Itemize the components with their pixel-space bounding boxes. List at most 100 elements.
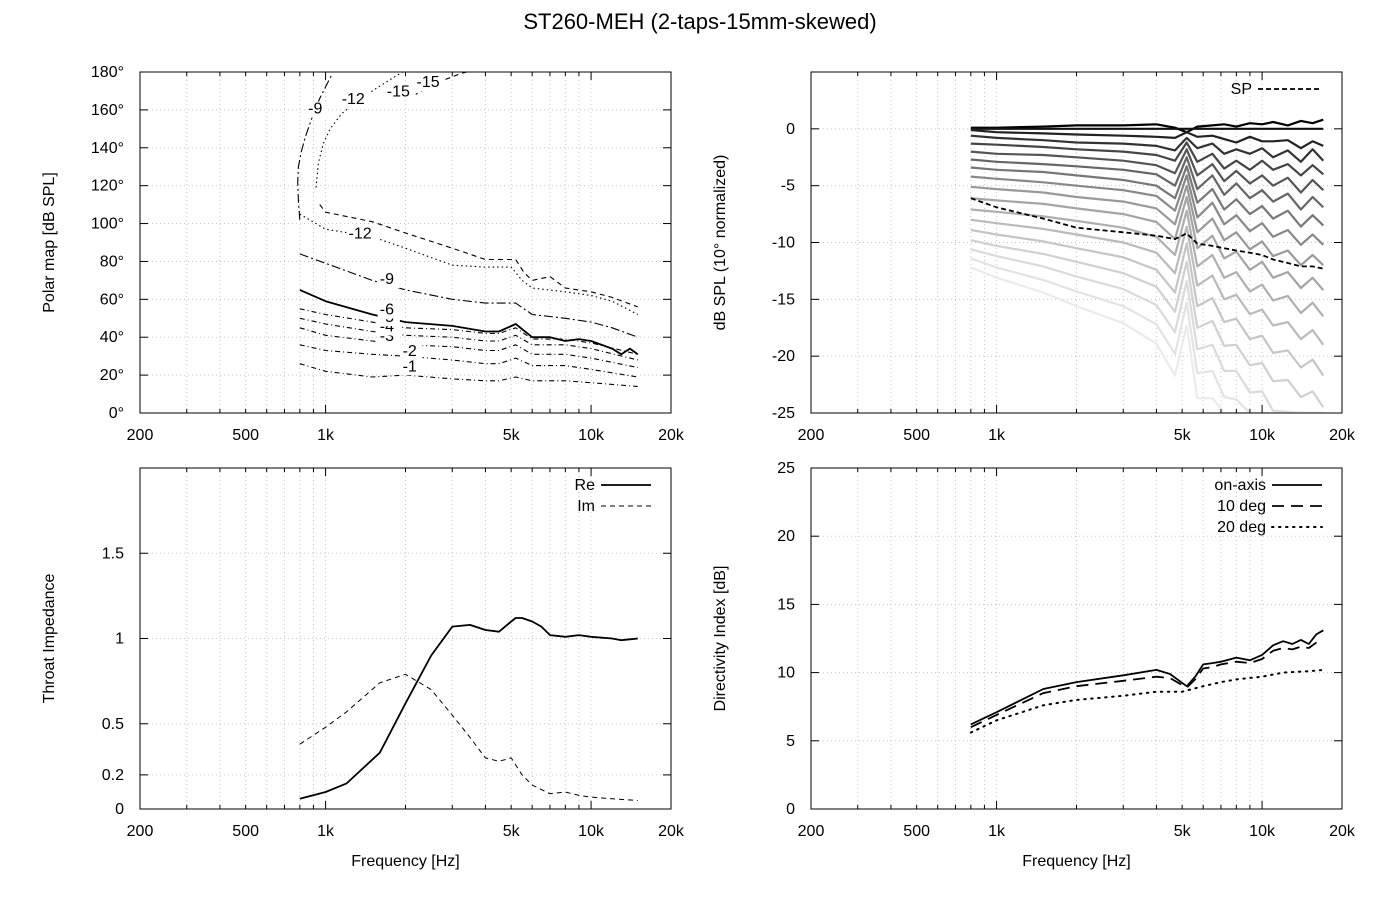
directivity-index-series-line bbox=[970, 641, 1324, 729]
contour-label-bg bbox=[377, 302, 400, 319]
contour-label: -15 bbox=[416, 74, 439, 91]
polar-map-xtick-label: 500 bbox=[232, 427, 259, 444]
polar-map-xtick-label: 10k bbox=[578, 427, 605, 444]
directivity-index-xtick-label: 200 bbox=[798, 823, 825, 840]
directivity-index-ytick-label: 5 bbox=[786, 733, 795, 750]
directivity-index-xlabel: Frequency [Hz] bbox=[1022, 853, 1130, 870]
normalized-spl-xtick-label: 1k bbox=[988, 427, 1006, 444]
polar-map-xtick-label: 20k bbox=[658, 427, 685, 444]
normalized-spl-ytick-label: -15 bbox=[772, 291, 795, 308]
spl-series-line bbox=[970, 218, 1325, 346]
polar-map-ytick-label: 80° bbox=[100, 253, 124, 270]
spl-series-line bbox=[970, 165, 1325, 228]
polar-map-ytick-label: 40° bbox=[100, 329, 124, 346]
directivity-index-ytick-label: 15 bbox=[777, 596, 795, 613]
directivity-index-ytick-label: 25 bbox=[777, 460, 795, 477]
polar-map-ytick-label: 100° bbox=[91, 216, 124, 233]
contour-label: -9 bbox=[380, 271, 394, 288]
spl-series-line bbox=[970, 195, 1325, 291]
directivity-index-ytick-label: 10 bbox=[777, 665, 795, 682]
contour-label: -6 bbox=[380, 301, 394, 318]
contour-line bbox=[299, 344, 638, 378]
spl-series-line bbox=[970, 208, 1325, 318]
throat-impedance-xtick-label: 10k bbox=[578, 823, 605, 840]
spl-series-line bbox=[970, 156, 1325, 211]
throat-impedance-xtick-label: 200 bbox=[127, 823, 154, 840]
contour-label-bg bbox=[339, 92, 371, 109]
throat-impedance-series-group bbox=[299, 617, 638, 801]
throat-impedance-legend-label: Im bbox=[577, 498, 595, 515]
throat-impedance-xtick-label: 1k bbox=[317, 823, 335, 840]
contour-line bbox=[299, 363, 638, 388]
throat-impedance-frame bbox=[139, 467, 672, 810]
polar-map-ytick-label: 120° bbox=[91, 178, 124, 195]
normalized-spl-xtick-label: 10k bbox=[1249, 427, 1276, 444]
normalized-spl-ytick-label: 0 bbox=[786, 121, 795, 138]
contour-label: -15 bbox=[387, 84, 410, 101]
figure-title: ST260-MEH (2-taps-15mm-skewed) bbox=[523, 9, 876, 34]
contour-line bbox=[299, 317, 638, 361]
spl-series-line bbox=[970, 118, 1324, 134]
polar-map-ytick-label: 20° bbox=[100, 367, 124, 384]
spl-series-line bbox=[970, 197, 1324, 270]
polar-map-ytick-label: 180° bbox=[91, 64, 124, 81]
normalized-spl-ytick-label: -25 bbox=[772, 405, 795, 422]
directivity-index-ytick-label: 0 bbox=[786, 801, 795, 818]
directivity-index-series-group bbox=[969, 629, 1325, 734]
throat-impedance-ytick-label: 1 bbox=[115, 631, 124, 648]
directivity-index-xtick-label: 1k bbox=[988, 823, 1006, 840]
contour-line bbox=[299, 327, 638, 369]
throat-impedance-legend-label: Re bbox=[575, 477, 596, 494]
normalized-spl-xtick-label: 5k bbox=[1174, 427, 1192, 444]
throat-impedance-xtick-label: 20k bbox=[658, 823, 685, 840]
contour-line bbox=[319, 204, 638, 308]
spl-series-line bbox=[970, 148, 1325, 194]
normalized-spl-ytick-label: -10 bbox=[772, 235, 795, 252]
polar-map-xtick-label: 5k bbox=[503, 427, 521, 444]
contour-label-bg bbox=[384, 84, 416, 101]
directivity-index-series-line bbox=[969, 668, 1325, 734]
spl-series-line bbox=[970, 266, 1324, 413]
throat-impedance-series-line bbox=[299, 673, 638, 801]
polar-map-ytick-label: 140° bbox=[91, 140, 124, 157]
throat-impedance-xtick-label: 5k bbox=[503, 823, 521, 840]
contour-label: -12 bbox=[342, 91, 365, 108]
directivity-index-xtick-label: 5k bbox=[1174, 823, 1192, 840]
polar-map-ytick-label: 60° bbox=[100, 291, 124, 308]
contour-label: -2 bbox=[403, 343, 417, 360]
contour-label-bg bbox=[400, 359, 423, 376]
spl-series-line bbox=[970, 257, 1324, 413]
normalized-spl-xtick-label: 20k bbox=[1329, 427, 1356, 444]
normalized-spl-ylabel: dB SPL (10° normalized) bbox=[712, 155, 729, 331]
contour-label: -1 bbox=[403, 358, 417, 375]
throat-impedance-ytick-label: 1.5 bbox=[102, 545, 124, 562]
throat-impedance-series-line bbox=[299, 617, 638, 800]
contour-label-bg bbox=[400, 344, 423, 361]
contour-label-bg bbox=[346, 226, 378, 243]
spl-legend-label: SP bbox=[1231, 81, 1252, 98]
contour-line bbox=[297, 75, 332, 220]
polar-map-xtick-label: 200 bbox=[127, 427, 154, 444]
contour-label: -12 bbox=[349, 226, 372, 243]
throat-impedance-ytick-label: 0.2 bbox=[102, 767, 124, 784]
directivity-index-xtick-label: 500 bbox=[903, 823, 930, 840]
contour-label-bg bbox=[377, 272, 400, 289]
contour-label-bg bbox=[414, 75, 446, 92]
polar-map-xtick-label: 1k bbox=[317, 427, 335, 444]
directivity-index-xtick-label: 20k bbox=[1329, 823, 1356, 840]
directivity-index-legend-label: on-axis bbox=[1214, 477, 1266, 494]
normalized-spl-ytick-label: -20 bbox=[772, 348, 795, 365]
spl-series-group bbox=[970, 118, 1325, 413]
throat-impedance-xlabel: Frequency [Hz] bbox=[351, 853, 459, 870]
contour-line bbox=[299, 253, 638, 338]
throat-impedance-ylabel: Throat Impedance bbox=[41, 573, 58, 703]
polar-map-ytick-label: 0° bbox=[109, 405, 124, 422]
throat-impedance-ytick-label: 0 bbox=[115, 801, 124, 818]
spl-series-line bbox=[970, 228, 1325, 377]
contour-label: -9 bbox=[308, 101, 322, 118]
throat-impedance-ytick-label: 0.5 bbox=[102, 716, 124, 733]
normalized-spl-xtick-label: 200 bbox=[798, 427, 825, 444]
spl-series-line bbox=[970, 141, 1325, 177]
throat-impedance-xtick-label: 500 bbox=[232, 823, 259, 840]
